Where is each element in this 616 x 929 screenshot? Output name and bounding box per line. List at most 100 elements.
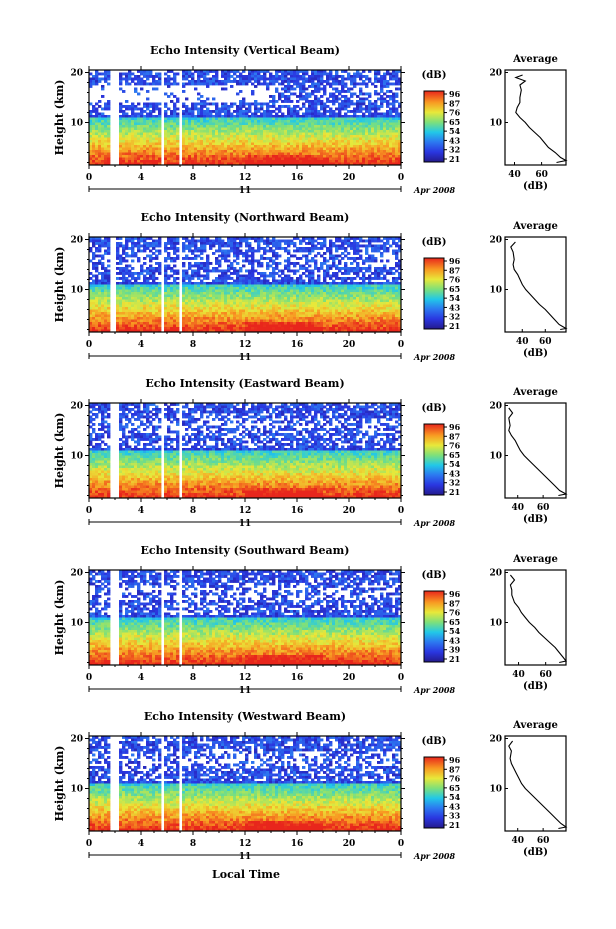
profile-x-tick-label: 60 [539,337,552,347]
y-tick-label: 10 [70,119,83,129]
profile-title: Average [512,387,558,398]
x-tick-label: 16 [291,839,304,849]
colorbar-tick-label: 54 [449,293,461,303]
day-label: 11 [239,186,252,196]
profile-line [508,740,568,830]
x-tick-label: 4 [138,340,144,350]
x-axis: 0 4 8 12 16 20 0 [86,732,404,849]
profile-y-tick-label: 20 [489,735,502,745]
y-tick-label: 20 [70,569,83,579]
x-tick-label: 0 [86,839,92,849]
colorbar-tick-label: 65 [449,450,460,460]
colorbar-tick-label: 87 [449,265,460,275]
x-tick-label: 12 [239,173,252,183]
y-tick-label: 20 [70,236,83,246]
colorbar-tick-label: 21 [449,321,460,331]
colorbar-tick-label: 96 [449,755,461,765]
date-label: Apr 2008 [413,685,456,695]
profile-x-label: (dB) [523,847,548,858]
profile-y-tick-label: 10 [489,119,502,129]
colorbar-tick-label: 76 [449,441,461,451]
colorbar-unit: (dB) [422,237,447,248]
x-axis: 0 4 8 12 16 20 0 [86,399,404,516]
colorbar-unit: (dB) [422,736,447,747]
x-tick-label: 0 [398,340,404,350]
y-axis-label: Height (km) [53,80,66,156]
colorbar-unit: (dB) [422,70,447,81]
x-tick-label: 0 [398,173,404,183]
profile-line [514,74,568,164]
colorbar-tick-label: 76 [449,275,461,285]
average-profile: Average 40 60 20 10 (dB) [489,554,567,692]
day-label: 11 [239,686,252,696]
x-tick-label: 4 [138,839,144,849]
chart-title: Echo Intensity (Northward Beam) [141,211,350,224]
x-tick-label: 0 [86,506,92,516]
chart-title: Echo Intensity (Vertical Beam) [150,44,340,57]
x-tick-label: 8 [190,340,196,350]
y-tick-label: 10 [70,452,83,462]
x-tick-label: 12 [239,673,252,683]
y-tick-label: 10 [70,286,83,296]
day-label: 11 [239,519,252,529]
profile-x-tick-label: 60 [537,503,550,513]
colorbar-tick-label: 21 [449,487,460,497]
heatmap-cells [89,403,402,499]
profile-frame [504,236,567,333]
day-label: 11 [239,353,252,363]
colorbar-tick-label: 87 [449,598,460,608]
y-tick-label: 10 [70,619,83,629]
x-tick-label: 8 [190,506,196,516]
colorbar-tick-label: 21 [449,820,460,830]
colorbar-tick-label: 43 [449,635,461,645]
colorbar-tick-label: 96 [449,422,461,432]
profile-line [509,574,567,664]
colorbar-tick-label: 96 [449,589,461,599]
colorbar [423,590,445,663]
colorbar-tick-label: 39 [449,645,461,655]
y-axis-label: Height (km) [53,580,66,656]
x-axis: 0 4 8 12 16 20 0 [86,66,404,183]
x-axis: 0 4 8 12 16 20 0 [86,566,404,683]
colorbar-tick-label: 96 [449,89,461,99]
x-tick-label: 20 [343,506,356,516]
x-tick-label: 20 [343,673,356,683]
x-tick-label: 12 [239,340,252,350]
profile-x-tick-label: 40 [512,670,525,680]
colorbar-tick-label: 43 [449,135,461,145]
colorbar [423,756,445,829]
colorbar [423,423,445,496]
colorbar-unit: (dB) [422,570,447,581]
x-tick-label: 0 [398,839,404,849]
profile-y-tick-label: 20 [489,569,502,579]
x-tick-label: 20 [343,839,356,849]
profile-frame [504,69,567,166]
average-profile: Average 40 60 20 10 (dB) [489,54,568,192]
profile-frame [504,402,567,499]
colorbar-tick-label: 43 [449,302,461,312]
x-tick-label: 0 [86,340,92,350]
average-profile: Average 40 60 20 10 (dB) [489,221,568,359]
colorbar-tick-label: 65 [449,284,460,294]
colorbar [423,257,445,330]
x-tick-label: 16 [291,506,304,516]
colorbar-tick-label: 76 [449,774,461,784]
y-tick-label: 20 [70,69,83,79]
profile-y-tick-label: 20 [489,69,502,79]
x-tick-label: 16 [291,173,304,183]
colorbar-tick-label: 76 [449,108,461,118]
x-tick-label: 20 [343,173,356,183]
profile-x-tick-label: 60 [539,670,552,680]
colorbar-tick-label: 87 [449,98,460,108]
x-tick-label: 4 [138,506,144,516]
heatmap-cells [89,237,402,333]
profile-frame [504,735,567,832]
colorbar-tick-label: 65 [449,783,460,793]
profile-x-tick-label: 60 [535,170,548,180]
profile-x-tick-label: 40 [511,503,524,513]
y-tick-label: 20 [70,735,83,745]
day-label: 11 [239,852,252,862]
average-profile: Average 40 60 20 10 (dB) [489,387,568,525]
x-tick-label: 12 [239,839,252,849]
